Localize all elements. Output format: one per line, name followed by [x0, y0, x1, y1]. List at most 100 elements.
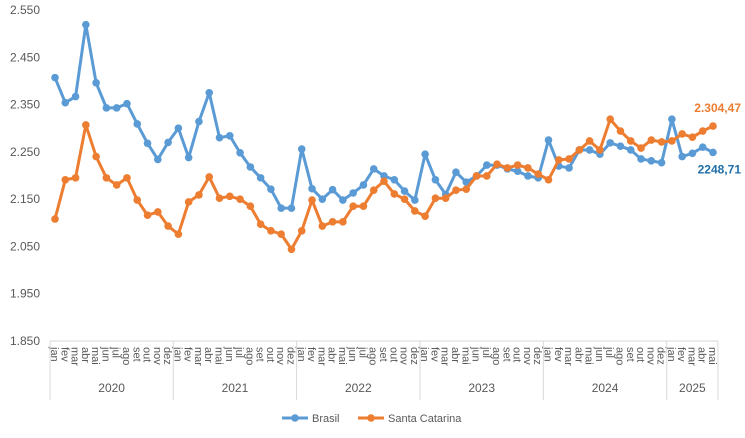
x-tick-label-month: abr: [696, 347, 708, 363]
data-point: [524, 172, 532, 180]
x-tick-label-month: jan: [418, 346, 430, 362]
data-point: [637, 144, 645, 152]
data-point: [534, 170, 543, 178]
data-point: [267, 227, 275, 235]
data-point: [154, 208, 162, 216]
x-tick-label-month: jan: [542, 346, 554, 362]
data-point: [51, 215, 59, 223]
data-point: [184, 153, 193, 162]
data-point: [390, 175, 399, 184]
data-point: [369, 186, 378, 194]
x-tick-label-month: mar: [439, 347, 451, 366]
data-point: [544, 175, 553, 184]
data-point: [328, 218, 337, 226]
data-point: [565, 155, 573, 163]
data-point: [390, 190, 399, 198]
data-point: [503, 164, 512, 172]
data-point: [318, 222, 327, 230]
x-tick-label-month: out: [264, 347, 276, 362]
x-tick-label-month: mar: [685, 347, 697, 366]
x-tick-label-month: mai: [89, 347, 101, 365]
x-tick-label-month: abr: [449, 347, 461, 363]
x-tick-label-month: jun: [593, 346, 605, 362]
data-point: [256, 220, 265, 229]
data-point: [688, 149, 697, 158]
data-point: [483, 172, 491, 180]
x-tick-label-month: fev: [182, 347, 194, 362]
data-point: [82, 121, 90, 129]
data-point: [596, 146, 604, 154]
data-point: [513, 161, 522, 169]
data-point: [277, 204, 285, 212]
data-point: [102, 104, 111, 112]
x-tick-label-month: jul: [480, 346, 492, 358]
data-point: [246, 202, 255, 211]
data-point: [71, 92, 80, 101]
data-point: [339, 218, 347, 226]
x-tick-label-month: out: [634, 347, 646, 362]
data-point: [205, 88, 214, 97]
data-point: [154, 155, 162, 164]
data-point: [472, 172, 481, 180]
data-point: [441, 194, 450, 202]
data-point: [668, 137, 676, 145]
y-axis: 1.850 1.950 2.050 2.150 2.250 2.350 2.450 2.550: [10, 3, 40, 348]
data-point: [554, 156, 563, 164]
x-tick-label-month: ago: [243, 347, 255, 365]
data-point: [698, 127, 707, 135]
data-point: [647, 157, 656, 165]
data-point: [452, 186, 460, 194]
x-tick-label-month: jun: [99, 346, 111, 362]
x-tick-label-month: jul: [356, 346, 368, 358]
data-point: [349, 189, 357, 197]
y-tick-label: 2.450: [10, 50, 40, 64]
x-tick-label-month: dez: [284, 347, 296, 365]
x-tick-label-month: jun: [470, 346, 482, 362]
data-point: [421, 150, 429, 159]
data-point: [421, 212, 429, 220]
x-tick-label-month: mai: [459, 347, 471, 365]
x-tick-label-month: out: [387, 347, 399, 362]
y-tick-label: 2.050: [10, 239, 40, 253]
x-tick-label-month: fev: [58, 347, 70, 362]
data-point: [647, 136, 656, 144]
x-tick-label-month: ago: [613, 347, 625, 365]
x-tick-label-month: ago: [367, 347, 379, 365]
x-tick-label-month: jan: [171, 346, 183, 362]
data-point: [678, 152, 686, 161]
data-point: [575, 146, 584, 154]
x-tick-label-month: jun: [223, 346, 235, 362]
data-point: [215, 194, 224, 202]
x-tick-label-month: abr: [326, 347, 338, 363]
x-tick-label-month: set: [254, 347, 266, 362]
data-point: [411, 196, 419, 204]
data-point: [225, 131, 234, 140]
legend-label: Brasil: [312, 413, 340, 425]
data-point: [524, 164, 532, 172]
x-tick-label-month: jun: [346, 346, 358, 362]
x-tick-label-month: nov: [521, 347, 533, 365]
data-point: [380, 172, 388, 180]
data-point: [215, 133, 224, 142]
data-label-santa-catarina: 2.304,47: [694, 101, 741, 115]
data-point: [164, 222, 172, 230]
x-tick-label-month: mar: [315, 347, 327, 366]
data-point: [359, 202, 368, 211]
x-tick-label-month: mar: [192, 347, 204, 366]
y-tick-label: 2.550: [10, 3, 40, 17]
data-point: [616, 142, 625, 150]
data-point: [256, 174, 265, 182]
data-point: [668, 115, 676, 124]
data-point: [678, 130, 686, 138]
x-tick-label-month: ago: [120, 347, 132, 365]
x-tick-label-month: nov: [274, 347, 286, 365]
data-point: [287, 204, 296, 212]
data-point: [82, 20, 90, 29]
data-point: [462, 178, 471, 186]
data-point: [112, 104, 121, 112]
x-tick-label-month: set: [130, 347, 142, 362]
data-point: [637, 155, 645, 163]
x-tick-label-month: jul: [233, 346, 245, 358]
data-point: [112, 181, 121, 189]
x-tick-label-month: mai: [213, 347, 225, 365]
